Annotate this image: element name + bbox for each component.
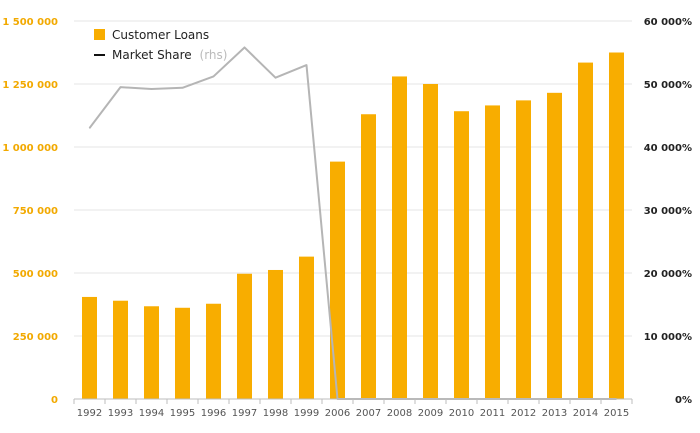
x-tick-label: 1997 bbox=[232, 408, 257, 419]
x-axis: 1992 1993 1994 1995 1996 1997 1998 1999 2006 2007… bbox=[73, 398, 633, 419]
bar bbox=[144, 306, 159, 399]
line-point bbox=[151, 88, 152, 90]
market-share-line bbox=[88, 46, 617, 400]
line-point bbox=[275, 77, 276, 79]
legend-label-rhs-suffix: (rhs) bbox=[200, 48, 228, 62]
legend-swatch-customer-loans bbox=[94, 29, 105, 40]
bar bbox=[175, 307, 190, 399]
left-axis: 0 250 000 500 000 750 000 1 000 000 1 250 000… bbox=[2, 17, 58, 406]
x-tick-label: 2007 bbox=[356, 408, 381, 419]
bar bbox=[578, 62, 593, 400]
x-tick-label: 1996 bbox=[201, 408, 226, 419]
legend-label-customer-loans: Customer Loans bbox=[112, 28, 209, 42]
x-tick-label: 1998 bbox=[263, 408, 288, 419]
x-tick-label: 2011 bbox=[480, 408, 505, 419]
line-point bbox=[306, 64, 307, 66]
bar bbox=[206, 303, 221, 399]
y-left-tick-label: 500 000 bbox=[13, 269, 58, 280]
bar bbox=[299, 256, 314, 399]
y-right-tick-label: 0% bbox=[675, 395, 692, 406]
x-tick-label: 1992 bbox=[77, 408, 102, 419]
y-right-tick-label: 60 000% bbox=[644, 17, 692, 28]
y-right-tick-label: 10 000% bbox=[644, 332, 692, 343]
x-tick-label: 2006 bbox=[325, 408, 350, 419]
bar bbox=[268, 269, 283, 399]
x-tick-label: 1999 bbox=[294, 408, 319, 419]
y-left-tick-label: 250 000 bbox=[13, 332, 58, 343]
bar bbox=[392, 76, 407, 399]
legend: Customer Loans Market Share (rhs) bbox=[94, 28, 227, 62]
y-left-tick-label: 750 000 bbox=[13, 206, 58, 217]
y-left-tick-label: 1 500 000 bbox=[2, 17, 58, 28]
x-tick-label: 2010 bbox=[449, 408, 474, 419]
x-tick-label: 2014 bbox=[573, 408, 598, 419]
bar bbox=[485, 105, 500, 400]
y-right-tick-label: 20 000% bbox=[644, 269, 692, 280]
x-tick-label: 2015 bbox=[604, 408, 629, 419]
line-point bbox=[244, 46, 245, 48]
y-left-tick-label: 0 bbox=[51, 395, 58, 406]
x-tick-label: 2008 bbox=[387, 408, 412, 419]
gridlines bbox=[74, 20, 632, 337]
x-tick-label: 1993 bbox=[108, 408, 133, 419]
legend-label-market-share: Market Share bbox=[112, 48, 192, 62]
bar bbox=[547, 92, 562, 399]
line-point bbox=[120, 86, 121, 88]
y-left-tick-label: 1 000 000 bbox=[2, 143, 58, 154]
bar bbox=[423, 84, 438, 399]
bar bbox=[609, 52, 624, 399]
y-right-tick-label: 40 000% bbox=[644, 143, 692, 154]
x-tick-label: 2009 bbox=[418, 408, 443, 419]
y-left-tick-label: 1 250 000 bbox=[2, 80, 58, 91]
line-point bbox=[182, 87, 183, 89]
y-right-tick-label: 50 000% bbox=[644, 80, 692, 91]
x-tick-label: 1995 bbox=[170, 408, 195, 419]
bar bbox=[237, 273, 252, 399]
bar bbox=[113, 300, 128, 399]
legend-label-market-share-group: Market Share (rhs) bbox=[112, 48, 227, 62]
bar bbox=[361, 114, 376, 400]
bar-series bbox=[82, 52, 624, 400]
line-series bbox=[88, 46, 617, 400]
bar bbox=[330, 161, 345, 399]
bar bbox=[82, 296, 97, 399]
right-axis: 0% 10 000% 20 000% 30 000% 40 000% 50 000% 60 … bbox=[644, 17, 692, 406]
bar bbox=[454, 111, 469, 399]
bar bbox=[516, 100, 531, 399]
line-point bbox=[213, 75, 214, 77]
x-tick-label: 2012 bbox=[511, 408, 536, 419]
x-tick-label: 1994 bbox=[139, 408, 164, 419]
line-point bbox=[89, 127, 90, 129]
y-right-tick-label: 30 000% bbox=[644, 206, 692, 217]
x-tick-label: 2013 bbox=[542, 408, 567, 419]
